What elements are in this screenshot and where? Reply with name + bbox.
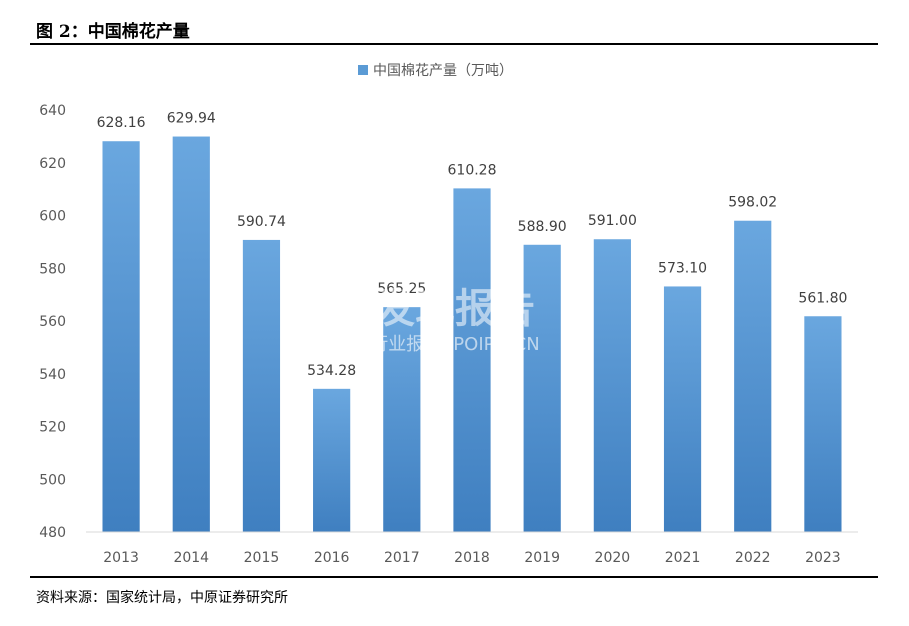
x-tick-label: 2022 xyxy=(735,550,771,566)
bar-2020 xyxy=(593,239,631,533)
data-label-2016: 534.28 xyxy=(307,363,356,379)
bar-2015 xyxy=(242,239,281,532)
bar-2013 xyxy=(102,141,140,532)
data-label-2023: 561.80 xyxy=(798,290,847,306)
chart-legend: 中国棉花产量（万吨） xyxy=(358,62,513,79)
y-axis: 480 500 520 540 560 580 600 620 640 xyxy=(39,103,66,541)
bar-2023 xyxy=(804,316,842,532)
bar-2021 xyxy=(663,286,702,532)
data-label-2022: 598.02 xyxy=(728,195,777,211)
watermark-sub: 行业报告 IPOIPO.CN xyxy=(370,334,539,355)
x-tick-label: 2015 xyxy=(244,550,280,566)
legend-label: 中国棉花产量（万吨） xyxy=(373,62,513,79)
bar-2016 xyxy=(313,388,351,532)
data-label-2017: 565.25 xyxy=(377,281,426,297)
legend-swatch xyxy=(358,65,368,75)
figure-title: 图 2：中国棉花产量 xyxy=(36,22,190,42)
bar-2019 xyxy=(523,244,561,532)
bar-2018 xyxy=(453,188,491,532)
watermark: 发现报告 行业报告 IPOIPO.CN xyxy=(370,286,539,355)
y-tick-label: 640 xyxy=(39,103,66,119)
x-axis: 2013 2014 2015 2016 2017 2018 2019 2020 2021 2022… xyxy=(103,550,840,566)
bar-2022 xyxy=(734,220,772,533)
y-tick-label: 500 xyxy=(39,472,66,488)
top-rule xyxy=(30,43,878,45)
data-label-2019: 588.90 xyxy=(518,219,567,235)
x-tick-label: 2020 xyxy=(595,550,631,566)
x-tick-label: 2021 xyxy=(665,550,701,566)
x-tick-label: 2013 xyxy=(103,550,139,566)
data-label-2018: 610.28 xyxy=(448,162,497,178)
data-label-2021: 573.10 xyxy=(658,260,707,276)
bar-2014 xyxy=(172,136,210,532)
bar-chart: 中国棉花产量（万吨） 480 500 520 540 560 580 600 620 640 6… xyxy=(39,62,858,566)
bars xyxy=(102,136,842,533)
bar-2017 xyxy=(383,307,421,532)
data-label-2014: 629.94 xyxy=(167,111,216,127)
source-note: 资料来源：国家统计局，中原证券研究所 xyxy=(36,590,288,606)
x-tick-label: 2016 xyxy=(314,550,350,566)
y-tick-label: 600 xyxy=(39,209,66,225)
data-label-2013: 628.16 xyxy=(97,115,146,131)
x-tick-label: 2014 xyxy=(173,550,209,566)
data-label-2015: 590.74 xyxy=(237,214,286,230)
y-tick-label: 480 xyxy=(39,525,66,541)
bottom-rule xyxy=(30,576,878,578)
watermark-main: 发现报告 xyxy=(375,286,535,332)
y-tick-label: 560 xyxy=(39,314,66,330)
x-tick-label: 2018 xyxy=(454,550,490,566)
y-tick-label: 540 xyxy=(39,367,66,383)
y-tick-label: 620 xyxy=(39,156,66,172)
x-tick-label: 2019 xyxy=(524,550,560,566)
y-tick-label: 580 xyxy=(39,261,66,277)
data-label-2020: 591.00 xyxy=(588,213,637,229)
x-tick-label: 2023 xyxy=(805,550,841,566)
x-tick-label: 2017 xyxy=(384,550,420,566)
value-labels: 628.16 629.94 590.74 534.28 565.25 610.28 588.… xyxy=(97,111,848,379)
y-tick-label: 520 xyxy=(39,420,66,436)
